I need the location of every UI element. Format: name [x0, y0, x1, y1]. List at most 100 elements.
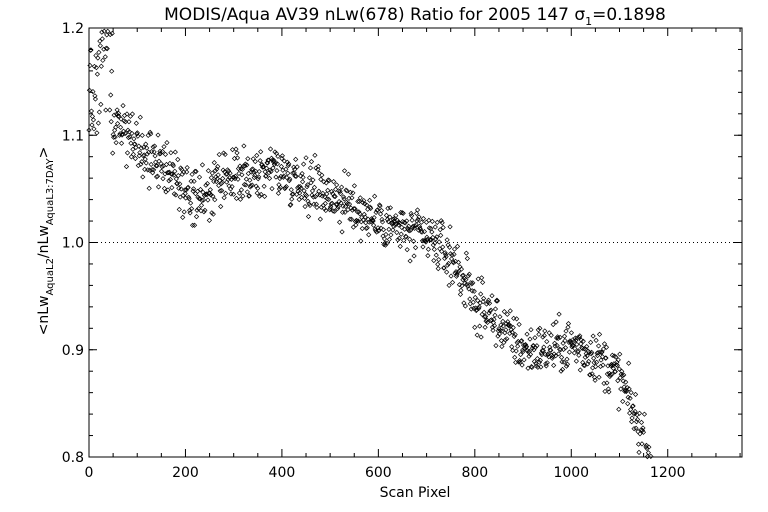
data-point [355, 198, 361, 205]
data-point [593, 359, 600, 365]
data-point [509, 344, 515, 350]
data-point [458, 266, 465, 272]
data-point [186, 196, 192, 202]
data-point [108, 119, 114, 125]
data-point [175, 173, 181, 179]
data-point [218, 181, 224, 187]
data-point [576, 352, 582, 358]
data-point [432, 224, 438, 230]
data-point [474, 307, 480, 313]
data-point [444, 269, 450, 275]
data-point [96, 49, 102, 55]
data-point [387, 214, 393, 220]
data-point [631, 426, 637, 432]
data-point [328, 204, 334, 210]
data-point [479, 275, 485, 281]
data-point [357, 195, 363, 201]
data-point [208, 175, 214, 181]
data-point [531, 358, 538, 365]
data-point [144, 151, 150, 157]
data-point [374, 207, 381, 213]
data-point [384, 216, 391, 223]
data-point [186, 194, 192, 200]
data-point [394, 217, 400, 223]
data-point [493, 343, 499, 349]
data-point [414, 218, 420, 224]
data-point [520, 348, 526, 355]
data-point [198, 202, 205, 208]
data-point [274, 167, 280, 174]
data-point [449, 279, 456, 286]
data-point [559, 366, 566, 373]
data-point [147, 129, 153, 135]
data-point [409, 213, 415, 219]
data-point [290, 170, 296, 176]
data-point [420, 216, 427, 222]
data-point [586, 358, 592, 365]
data-point [392, 215, 398, 222]
data-point [296, 184, 302, 190]
data-point [338, 200, 344, 206]
data-point [498, 322, 504, 328]
data-point [144, 145, 150, 151]
data-point [644, 445, 650, 452]
data-point [597, 349, 603, 355]
data-point [189, 222, 196, 228]
data-point [377, 203, 383, 209]
data-point [617, 351, 623, 357]
data-point [528, 327, 534, 333]
data-point [155, 184, 162, 190]
data-point [249, 182, 255, 188]
data-point [538, 364, 544, 370]
data-point [616, 406, 622, 412]
data-point [305, 213, 312, 220]
data-point [471, 288, 477, 294]
data-point [488, 317, 495, 323]
data-point [86, 87, 93, 93]
data-point [467, 296, 473, 302]
data-point [368, 219, 374, 225]
data-point [566, 339, 572, 346]
data-point [292, 166, 298, 173]
data-point [558, 354, 565, 360]
data-point [481, 309, 487, 315]
data-point [532, 335, 538, 341]
data-point [481, 295, 487, 302]
data-point [619, 373, 625, 379]
y-tick-label: 0.8 [62, 450, 84, 466]
data-point [269, 186, 275, 192]
data-point [161, 185, 168, 192]
data-point [289, 191, 295, 197]
data-point [329, 188, 335, 195]
data-point [189, 206, 195, 212]
data-point [466, 271, 472, 277]
data-point [108, 92, 114, 98]
data-point [167, 160, 173, 167]
data-point [438, 218, 444, 224]
data-point [290, 191, 296, 197]
data-point [628, 406, 634, 413]
data-point [193, 168, 199, 175]
data-point [236, 190, 243, 196]
data-point [127, 134, 133, 140]
data-point [370, 218, 376, 224]
data-point [448, 256, 455, 262]
data-point [284, 174, 290, 181]
data-point [215, 163, 221, 170]
data-point [638, 419, 645, 425]
x-axis-label: Scan Pixel [380, 485, 451, 501]
data-point [632, 408, 638, 415]
data-point [356, 209, 362, 215]
data-point [446, 282, 452, 288]
data-point [165, 187, 171, 193]
data-point [129, 111, 136, 117]
data-point [445, 262, 451, 268]
data-point [331, 179, 337, 185]
data-point [504, 311, 510, 317]
data-point [454, 243, 461, 249]
data-point [286, 161, 292, 167]
data-point [248, 183, 254, 189]
data-point [273, 150, 280, 156]
data-point [215, 172, 221, 178]
data-point [345, 171, 352, 177]
